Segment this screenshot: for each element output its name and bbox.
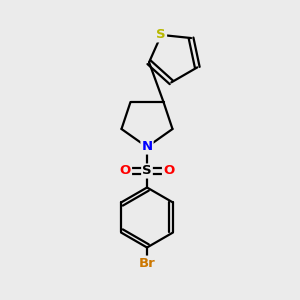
Text: N: N: [141, 140, 153, 154]
Text: Br: Br: [139, 256, 155, 270]
Text: O: O: [120, 164, 131, 178]
Text: O: O: [163, 164, 174, 178]
Text: S: S: [156, 28, 166, 41]
Text: S: S: [142, 164, 152, 178]
